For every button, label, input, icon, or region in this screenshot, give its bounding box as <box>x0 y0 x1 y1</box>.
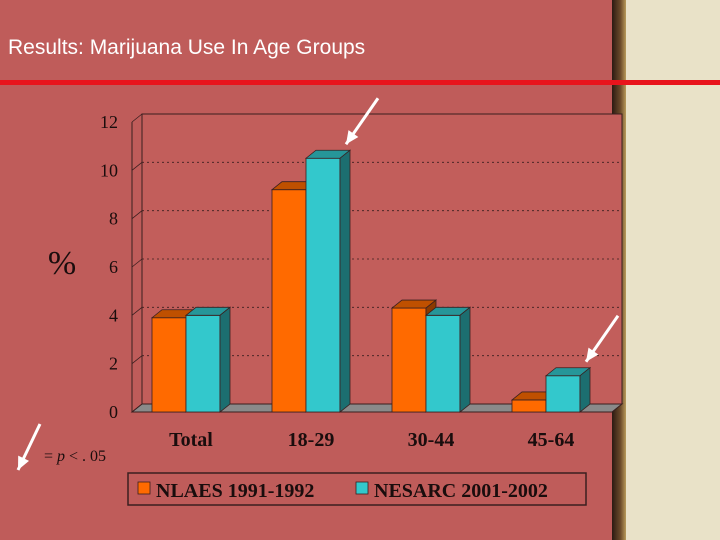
bar-1-Total <box>151 317 187 413</box>
y-tick-label: 4 <box>109 305 118 325</box>
significance-arrowhead <box>346 130 359 145</box>
significance-arrowhead <box>18 455 30 470</box>
legend-label-1: NLAES 1991-1992 <box>156 480 314 502</box>
significance-note-p: p <box>57 448 66 465</box>
slide-title: Results: Marijuana Use In Age Groups <box>8 36 366 59</box>
significance-note-suffix: < . 05 <box>65 448 107 465</box>
bar-2-18-29 <box>305 157 341 413</box>
significance-note-prefix: = <box>44 448 58 465</box>
legend-swatch-2 <box>355 481 369 495</box>
y-tick-label: 12 <box>100 112 118 132</box>
bar-2-30-44 <box>425 314 461 413</box>
gridline-diagonal <box>131 403 143 413</box>
title-rule <box>0 80 720 85</box>
bar-side-2-45-64 <box>579 366 591 413</box>
x-tick-label: 30-44 <box>408 429 455 451</box>
x-tick-label: 18-29 <box>288 429 335 451</box>
gridline-diagonal <box>131 113 143 123</box>
gridline-diagonal <box>131 210 143 219</box>
gridline-diagonal <box>131 307 143 316</box>
y-tick-label: 0 <box>109 402 118 422</box>
legend-label-2: NESARC 2001-2002 <box>374 480 548 502</box>
y-axis-label: % <box>48 245 76 282</box>
y-tick-label: 8 <box>109 209 118 229</box>
y-tick-label: 10 <box>100 160 118 180</box>
significance-arrowhead <box>586 347 599 362</box>
x-tick-label: Total <box>169 429 213 451</box>
bar-side-2-30-44 <box>459 306 471 413</box>
bar-2-Total <box>185 314 221 413</box>
bar-1-30-44 <box>391 307 427 413</box>
x-tick-label: 45-64 <box>528 429 575 451</box>
bar-1-45-64 <box>511 399 547 413</box>
y-tick-label: 2 <box>109 354 118 374</box>
bar-1-18-29 <box>271 189 307 413</box>
gridline-diagonal <box>131 162 143 171</box>
bar-2-45-64 <box>545 375 581 413</box>
bar-side-2-Total <box>219 306 231 413</box>
legend-swatch-1 <box>137 481 151 495</box>
gridline-diagonal <box>131 258 143 268</box>
bar-side-2-18-29 <box>339 149 351 413</box>
significance-note: = p < . 05 <box>44 448 106 466</box>
y-tick-label: 6 <box>109 257 118 277</box>
decorative-side-panel <box>612 0 720 540</box>
gridline-diagonal <box>131 355 143 364</box>
